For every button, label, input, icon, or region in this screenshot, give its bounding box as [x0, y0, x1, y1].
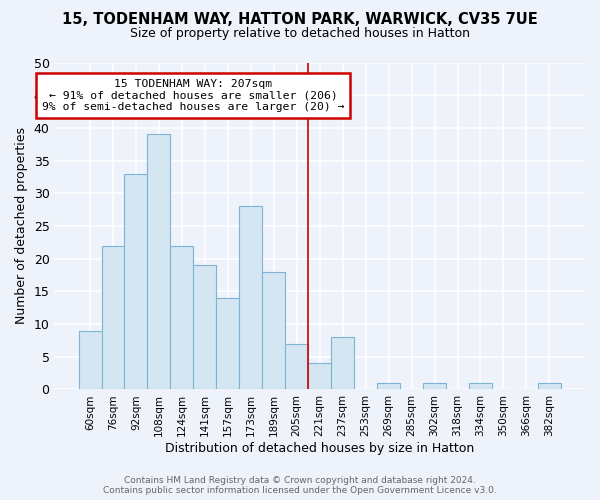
Bar: [262, 272, 285, 390]
X-axis label: Distribution of detached houses by size in Hatton: Distribution of detached houses by size …: [165, 442, 475, 455]
Bar: [285, 344, 308, 390]
Bar: [170, 246, 193, 390]
Bar: [308, 364, 331, 390]
Bar: [423, 383, 446, 390]
Bar: [193, 265, 217, 390]
Bar: [331, 337, 354, 390]
Text: Size of property relative to detached houses in Hatton: Size of property relative to detached ho…: [130, 28, 470, 40]
Bar: [79, 330, 101, 390]
Bar: [239, 206, 262, 390]
Bar: [101, 246, 124, 390]
Text: Contains HM Land Registry data © Crown copyright and database right 2024.
Contai: Contains HM Land Registry data © Crown c…: [103, 476, 497, 495]
Bar: [377, 383, 400, 390]
Y-axis label: Number of detached properties: Number of detached properties: [15, 128, 28, 324]
Text: 15 TODENHAM WAY: 207sqm
← 91% of detached houses are smaller (206)
9% of semi-de: 15 TODENHAM WAY: 207sqm ← 91% of detache…: [42, 79, 344, 112]
Bar: [148, 134, 170, 390]
Bar: [124, 174, 148, 390]
Text: 15, TODENHAM WAY, HATTON PARK, WARWICK, CV35 7UE: 15, TODENHAM WAY, HATTON PARK, WARWICK, …: [62, 12, 538, 28]
Bar: [217, 298, 239, 390]
Bar: [538, 383, 561, 390]
Bar: [469, 383, 492, 390]
